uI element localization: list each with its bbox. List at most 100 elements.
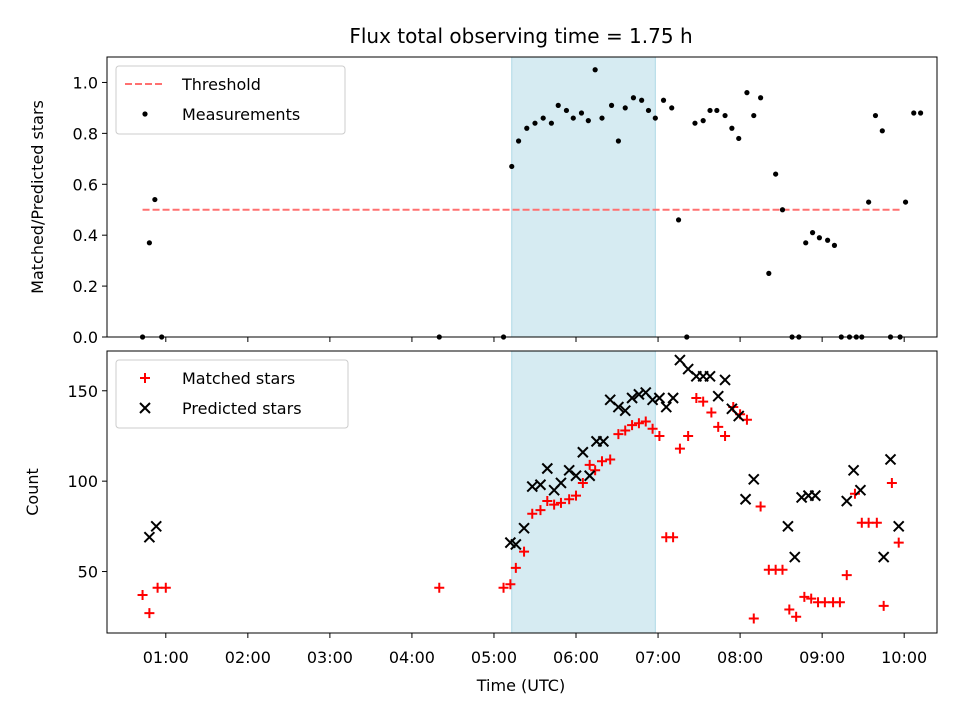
data-point — [825, 237, 831, 243]
data-point — [669, 105, 675, 111]
data-point — [714, 107, 720, 114]
x-axis-label: Time (UTC) — [476, 676, 565, 695]
count-panel: 50 100 150 01:00 02:00 03:00 04:00 05:00 06:00 07… — [23, 350, 938, 667]
data-point — [597, 435, 610, 448]
series-matched-stars — [137, 393, 904, 624]
data-point — [712, 390, 724, 402]
data-point — [578, 110, 585, 116]
data-point — [596, 456, 607, 467]
data-point — [744, 90, 750, 96]
data-point — [584, 459, 595, 470]
y-tick-label: 0.4 — [73, 226, 98, 245]
data-point — [540, 115, 546, 121]
data-point — [590, 465, 601, 476]
data-point — [633, 418, 644, 429]
data-point — [639, 97, 645, 103]
data-point — [535, 505, 546, 516]
data-point — [729, 125, 735, 131]
plot-frame — [106, 350, 938, 634]
data-point — [615, 138, 622, 144]
data-point — [564, 494, 575, 505]
data-point — [809, 489, 822, 502]
data-point — [660, 401, 672, 413]
data-point — [627, 420, 638, 431]
data-point — [498, 582, 509, 593]
data-point — [570, 470, 582, 482]
y-tick-label: 0.6 — [73, 175, 98, 194]
data-point — [510, 538, 522, 551]
y-tick-label: 1.0 — [73, 73, 98, 92]
data-point — [691, 393, 702, 403]
data-point — [748, 613, 759, 624]
data-point — [831, 242, 838, 248]
data-point — [592, 67, 598, 73]
x-tick-label: 06:00 — [553, 648, 599, 667]
data-point — [739, 493, 752, 505]
data-point — [700, 118, 706, 124]
data-point — [871, 517, 882, 528]
legend-box — [115, 65, 346, 135]
data-point — [505, 579, 516, 590]
x-tick-label: 08:00 — [717, 648, 763, 667]
data-point — [509, 163, 515, 170]
legend-marker-swatch — [140, 373, 150, 383]
legend-label: Threshold — [181, 75, 261, 94]
data-point — [653, 392, 666, 404]
legend-marker-swatch — [142, 111, 148, 117]
data-point — [541, 462, 554, 475]
data-point — [143, 531, 156, 543]
data-point — [152, 196, 158, 203]
legend: Matched stars Predicted stars — [115, 359, 349, 429]
observing-interval-shade — [511, 56, 656, 338]
data-point — [782, 520, 794, 533]
data-point — [542, 496, 553, 507]
data-point — [577, 446, 589, 458]
observing-interval-shade — [511, 350, 656, 634]
data-point — [854, 484, 867, 496]
data-point — [866, 199, 872, 205]
data-point — [647, 423, 658, 434]
data-point — [777, 564, 788, 575]
data-point — [654, 430, 665, 441]
data-point — [707, 107, 713, 114]
data-point — [758, 95, 764, 101]
data-point — [645, 107, 652, 114]
data-point — [667, 392, 679, 404]
legend: Threshold Measurements — [115, 65, 346, 135]
data-point — [841, 570, 852, 581]
x-tick-label: 07:00 — [635, 648, 681, 667]
x-tick-label: 02:00 — [225, 648, 271, 667]
data-point — [668, 532, 679, 543]
y-tick-label: 0.0 — [73, 328, 98, 347]
data-point — [911, 110, 917, 116]
data-point — [622, 105, 628, 111]
data-point — [884, 453, 897, 466]
data-point — [692, 120, 698, 126]
data-point — [599, 115, 605, 121]
data-point — [146, 240, 152, 246]
data-point — [886, 477, 897, 488]
data-point — [773, 171, 779, 177]
data-point — [526, 480, 538, 493]
data-point — [518, 522, 530, 534]
x-tick-label: 09:00 — [799, 648, 845, 667]
x-tick-label: 04:00 — [389, 648, 435, 667]
plot-frame — [106, 56, 938, 338]
data-point — [755, 501, 766, 512]
data-point — [784, 604, 795, 615]
data-point — [674, 354, 686, 366]
data-point — [720, 430, 731, 441]
data-point — [706, 407, 717, 418]
y-axis-label: Count — [23, 468, 42, 516]
data-point — [893, 520, 905, 533]
series-predicted-stars — [143, 354, 905, 563]
data-point — [555, 497, 566, 508]
x-tick-label: 01:00 — [143, 648, 189, 667]
data-point — [524, 125, 530, 131]
data-point — [630, 95, 637, 101]
data-point — [719, 374, 731, 386]
data-point — [809, 230, 816, 236]
data-point — [527, 508, 538, 519]
x-tick-label: 05:00 — [471, 648, 517, 667]
data-point — [583, 470, 596, 482]
